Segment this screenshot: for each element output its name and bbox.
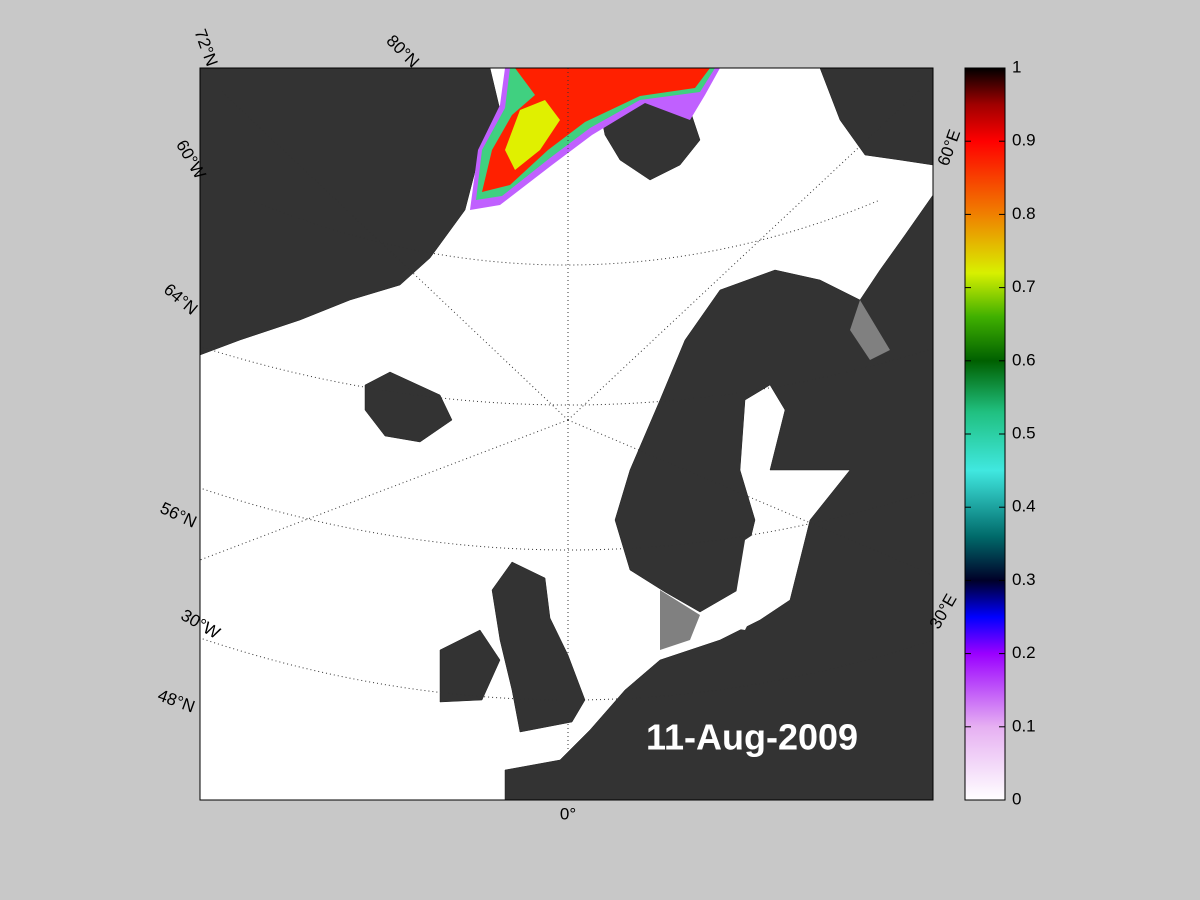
colorbar-tick-label: 0.5 bbox=[1012, 423, 1036, 442]
lat-label: 64°N bbox=[160, 280, 201, 319]
lon-label: 0° bbox=[560, 804, 576, 823]
graticule bbox=[200, 68, 933, 800]
colorbar-tick-label: 0.3 bbox=[1012, 570, 1036, 589]
map-area: 11-Aug-2009 bbox=[200, 68, 933, 800]
colorbar-tick-label: 0.6 bbox=[1012, 350, 1036, 369]
scandinavia-russia bbox=[504, 194, 933, 800]
lon-label: 60°E bbox=[934, 127, 965, 168]
lat-label: 72°N bbox=[191, 27, 222, 69]
ireland bbox=[439, 629, 501, 703]
shelf bbox=[660, 300, 890, 650]
colorbar-tick-label: 1 bbox=[1012, 57, 1021, 76]
colorbar-tick-label: 0.2 bbox=[1012, 643, 1036, 662]
colorbar-tick-label: 0.7 bbox=[1012, 277, 1036, 296]
sea-ice-core bbox=[482, 68, 710, 192]
colorbar-tick-label: 0.4 bbox=[1012, 497, 1036, 516]
colorbar-tick-label: 0.9 bbox=[1012, 131, 1036, 150]
novaya-zemlya bbox=[819, 68, 933, 166]
greenland bbox=[200, 68, 501, 356]
sea-ice-yellow bbox=[505, 100, 560, 170]
map-frame bbox=[199, 67, 934, 801]
colorbar bbox=[964, 67, 1006, 801]
iceland bbox=[364, 371, 453, 443]
colorbar-tick-label: 0 bbox=[1012, 789, 1021, 808]
lat-label: 80°N bbox=[383, 31, 423, 71]
colorbar-tick-label: 0.8 bbox=[1012, 204, 1036, 223]
lat-label: 56°N bbox=[157, 498, 199, 531]
baltic bbox=[715, 520, 790, 630]
lat-label: 48°N bbox=[155, 686, 197, 717]
date-label: 11-Aug-2009 bbox=[646, 717, 858, 758]
uk bbox=[491, 561, 586, 733]
colorbar-tick-label: 0.1 bbox=[1012, 716, 1036, 735]
